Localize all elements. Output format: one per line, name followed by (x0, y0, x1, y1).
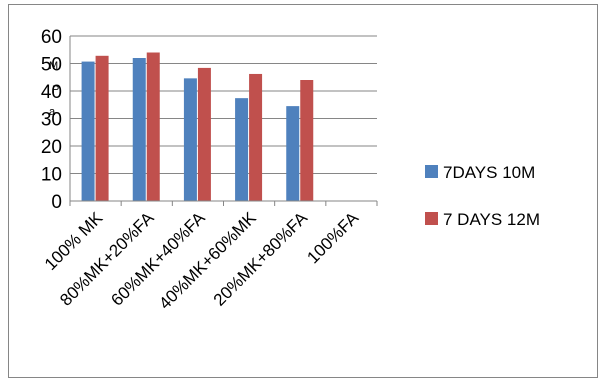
y-axis-label: MPa (49, 60, 59, 118)
bar (300, 80, 314, 201)
bar (183, 78, 197, 201)
bar (235, 98, 249, 201)
bar (146, 52, 160, 201)
legend: 7DAYS 10M 7 DAYS 12M (425, 163, 540, 229)
legend-swatch (425, 212, 438, 225)
y-tick-label: 10 (41, 165, 62, 186)
x-tick-label: 100%FA (303, 208, 362, 267)
legend-label: 7 DAYS 12M (443, 210, 540, 229)
axes (69, 36, 378, 206)
x-tick-labels: 100% MK80%MK+20%FA60%MK+40%FA40%MK+60%MK… (41, 208, 363, 313)
bar (132, 58, 146, 201)
y-axis-label-part: P (52, 84, 59, 96)
legend-swatch (425, 165, 438, 178)
bar (286, 106, 300, 201)
y-tick-label: 30 (41, 110, 62, 131)
gridlines (70, 35, 377, 174)
y-tick-label: 60 (41, 27, 62, 48)
bar (81, 61, 95, 202)
bars (81, 52, 314, 202)
y-tick-label: 40 (41, 82, 62, 103)
x-tick-label: 60%MK+40%FA (107, 208, 209, 310)
y-tick-label: 0 (51, 192, 62, 213)
y-axis-label-part: a (49, 106, 56, 118)
legend-label: 7DAYS 10M (443, 163, 535, 182)
bar (197, 67, 211, 202)
x-tick-label: 20%MK+80%FA (210, 208, 312, 310)
bar (95, 55, 109, 201)
y-tick-label: 20 (41, 137, 62, 158)
y-tick-label: 50 (41, 55, 62, 76)
bar (249, 73, 263, 201)
x-tick-label: 80%MK+20%FA (56, 208, 158, 310)
y-tick-labels: 0 10 20 30 40 50 60 (41, 27, 62, 213)
y-axis-label-part: M (49, 60, 58, 72)
